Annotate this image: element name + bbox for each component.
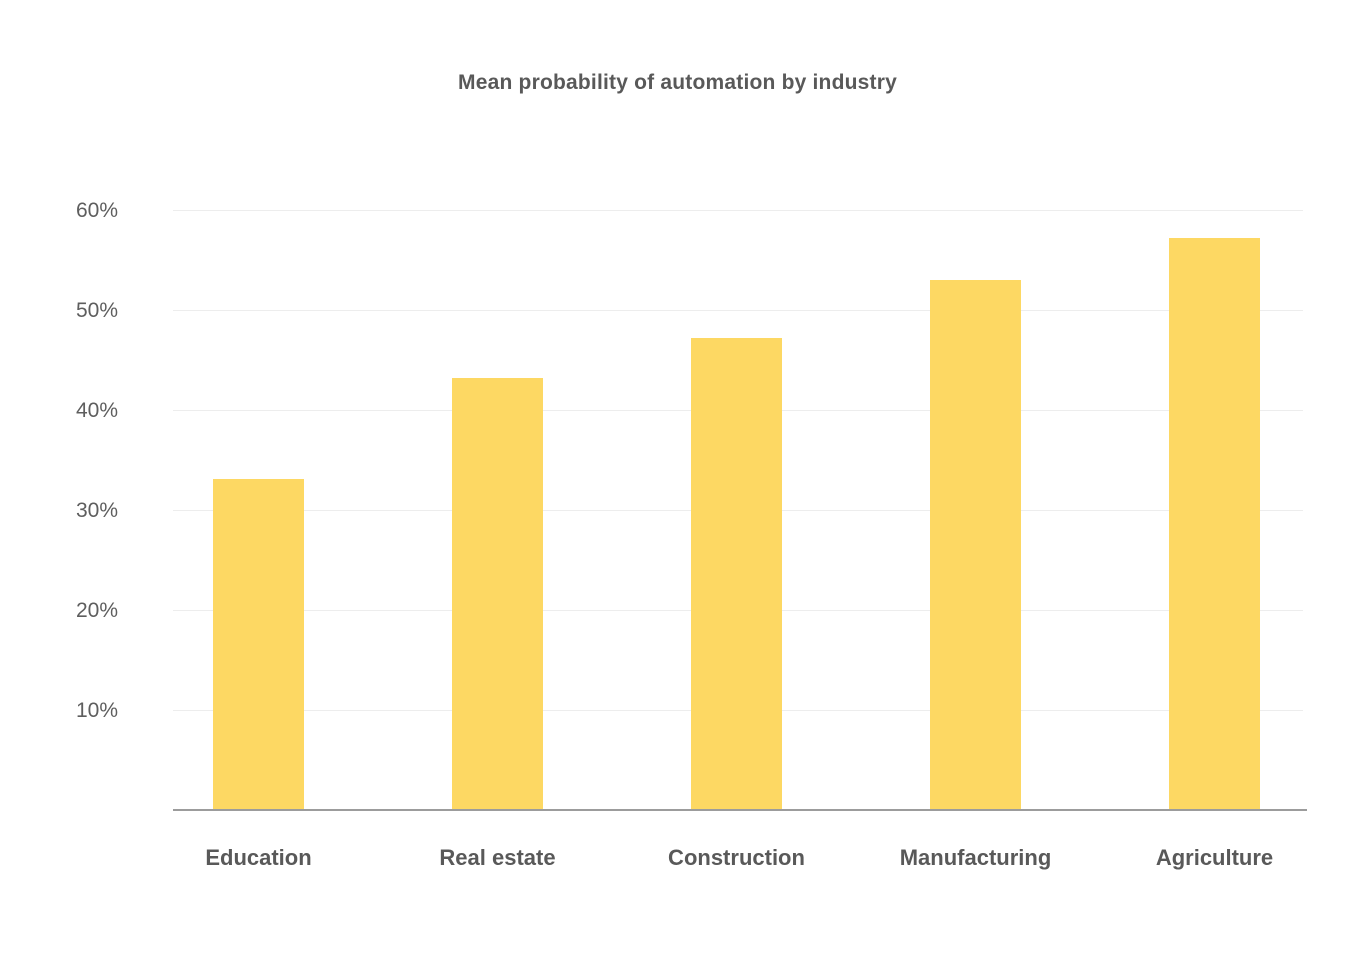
y-tick-label-40: 40% (75, 399, 118, 422)
bar-column-agriculture: Agriculture (1156, 110, 1273, 870)
bar-real-estate (452, 378, 543, 810)
y-tick-label-60: 60% (75, 199, 118, 222)
x-axis-line (173, 809, 1307, 811)
category-label-real-estate: Real estate (439, 845, 556, 870)
y-tick-label-20: 20% (75, 599, 118, 622)
bar-column-education: Education (205, 110, 312, 870)
category-label-construction: Construction (668, 845, 805, 870)
category-label-agriculture: Agriculture (1155, 845, 1274, 870)
gridline-50 (173, 310, 1303, 311)
bar-education (213, 479, 304, 810)
bar-column-real-estate: Real estate (439, 110, 556, 870)
gridline-60 (173, 210, 1303, 211)
y-tick-label-10: 10% (75, 699, 118, 722)
bar-agriculture (1169, 238, 1260, 810)
y-tick-label-30: 30% (75, 499, 118, 522)
bar-construction (691, 338, 782, 810)
plot-area: 10% 20% 30% 40% 50% 60% Education Real estate C… (76, 110, 1307, 870)
chart-title: Mean probability of automation by indust… (458, 71, 897, 94)
bar-column-manufacturing: Manufacturing (900, 110, 1051, 870)
bar-manufacturing (930, 280, 1021, 810)
bars-row: Education Real estate Construction Manufact… (205, 110, 1273, 870)
category-label-manufacturing: Manufacturing (899, 845, 1052, 870)
category-label-education: Education (205, 845, 312, 870)
y-tick-label-50: 50% (75, 299, 118, 322)
bar-column-construction: Construction (668, 110, 805, 870)
